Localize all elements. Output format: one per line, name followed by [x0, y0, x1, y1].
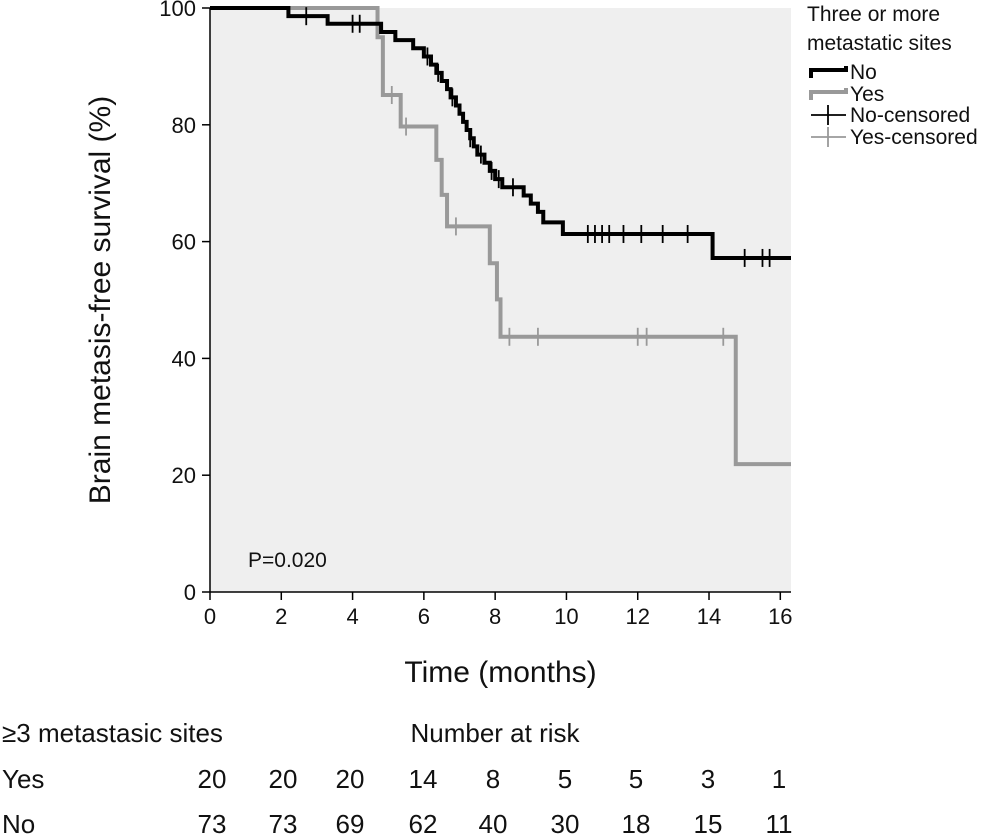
risk-cell: 5	[558, 764, 572, 794]
risk-cell: 11	[766, 809, 793, 839]
risk-cell: 69	[336, 809, 365, 839]
x-axis-title: Time (months)	[404, 656, 596, 689]
risk-cell: 40	[479, 809, 508, 839]
x-tick-label: 2	[275, 604, 287, 629]
risk-cell: 3	[701, 764, 715, 794]
legend-label: Yes	[850, 83, 884, 106]
x-tick-label: 14	[697, 604, 721, 629]
x-tick-label: 4	[346, 604, 358, 629]
survival-curve-yes	[210, 6, 791, 467]
risk-cell: 73	[198, 809, 227, 839]
legend-title-line: Three or more	[807, 3, 940, 26]
x-tick-label: 8	[489, 604, 501, 629]
survival-curve-no	[210, 6, 791, 260]
risk-cell: 18	[622, 809, 651, 839]
x-tick-label: 12	[625, 604, 649, 629]
x-tick-label: 16	[768, 604, 792, 629]
risk-cell: 8	[486, 764, 500, 794]
risk-row-label: No	[2, 809, 35, 839]
x-tick-label: 10	[554, 604, 578, 629]
risk-table-title: Number at risk	[410, 718, 580, 748]
y-tick-label: 100	[159, 0, 196, 21]
series-layer	[210, 6, 791, 467]
risk-table: ≥3 metastasic sites Number at risk Yes 20…	[2, 718, 793, 839]
risk-cell: 20	[336, 764, 365, 794]
risk-cell: 1	[772, 764, 786, 794]
legend-title-line: metastatic sites	[807, 32, 952, 55]
risk-cell: 20	[198, 764, 227, 794]
risk-cell: 30	[551, 809, 580, 839]
y-tick-label: 60	[172, 230, 196, 255]
y-tick-label: 0	[184, 580, 196, 605]
y-axis-title: Brain metasis-free survival (%)	[84, 96, 117, 504]
x-axis-ticks: 0 2 4 6 8 10 12 14 16	[204, 592, 793, 629]
risk-cell: 15	[694, 809, 723, 839]
legend: Three or more metastatic sites No Yes No…	[807, 3, 978, 149]
risk-cell: 20	[269, 764, 298, 794]
y-tick-label: 40	[172, 346, 196, 371]
y-axis-ticks: 0 20 40 60 80 100	[159, 0, 210, 605]
y-tick-label: 80	[172, 113, 196, 138]
legend-line-swatch	[809, 66, 848, 78]
legend-label: Yes-censored	[850, 126, 978, 149]
y-tick-label: 20	[172, 463, 196, 488]
risk-cell: 14	[409, 764, 438, 794]
risk-table-group-header: ≥3 metastasic sites	[2, 718, 223, 748]
risk-row-label: Yes	[2, 764, 44, 794]
legend-items	[809, 66, 848, 147]
legend-label: No	[850, 61, 877, 84]
x-tick-label: 0	[204, 604, 216, 629]
x-tick-label: 6	[418, 604, 430, 629]
risk-cell: 62	[409, 809, 438, 839]
legend-line-swatch	[809, 88, 848, 100]
risk-cell: 73	[269, 809, 298, 839]
risk-cell: 5	[629, 764, 643, 794]
p-value-annotation: P=0.020	[248, 549, 327, 572]
risk-table-rows: Yes 20 20 20 14 8 5 5 3 1 No 73 73 69 62 40 30 18 15 11	[2, 764, 793, 839]
legend-label: No-censored	[850, 104, 970, 127]
